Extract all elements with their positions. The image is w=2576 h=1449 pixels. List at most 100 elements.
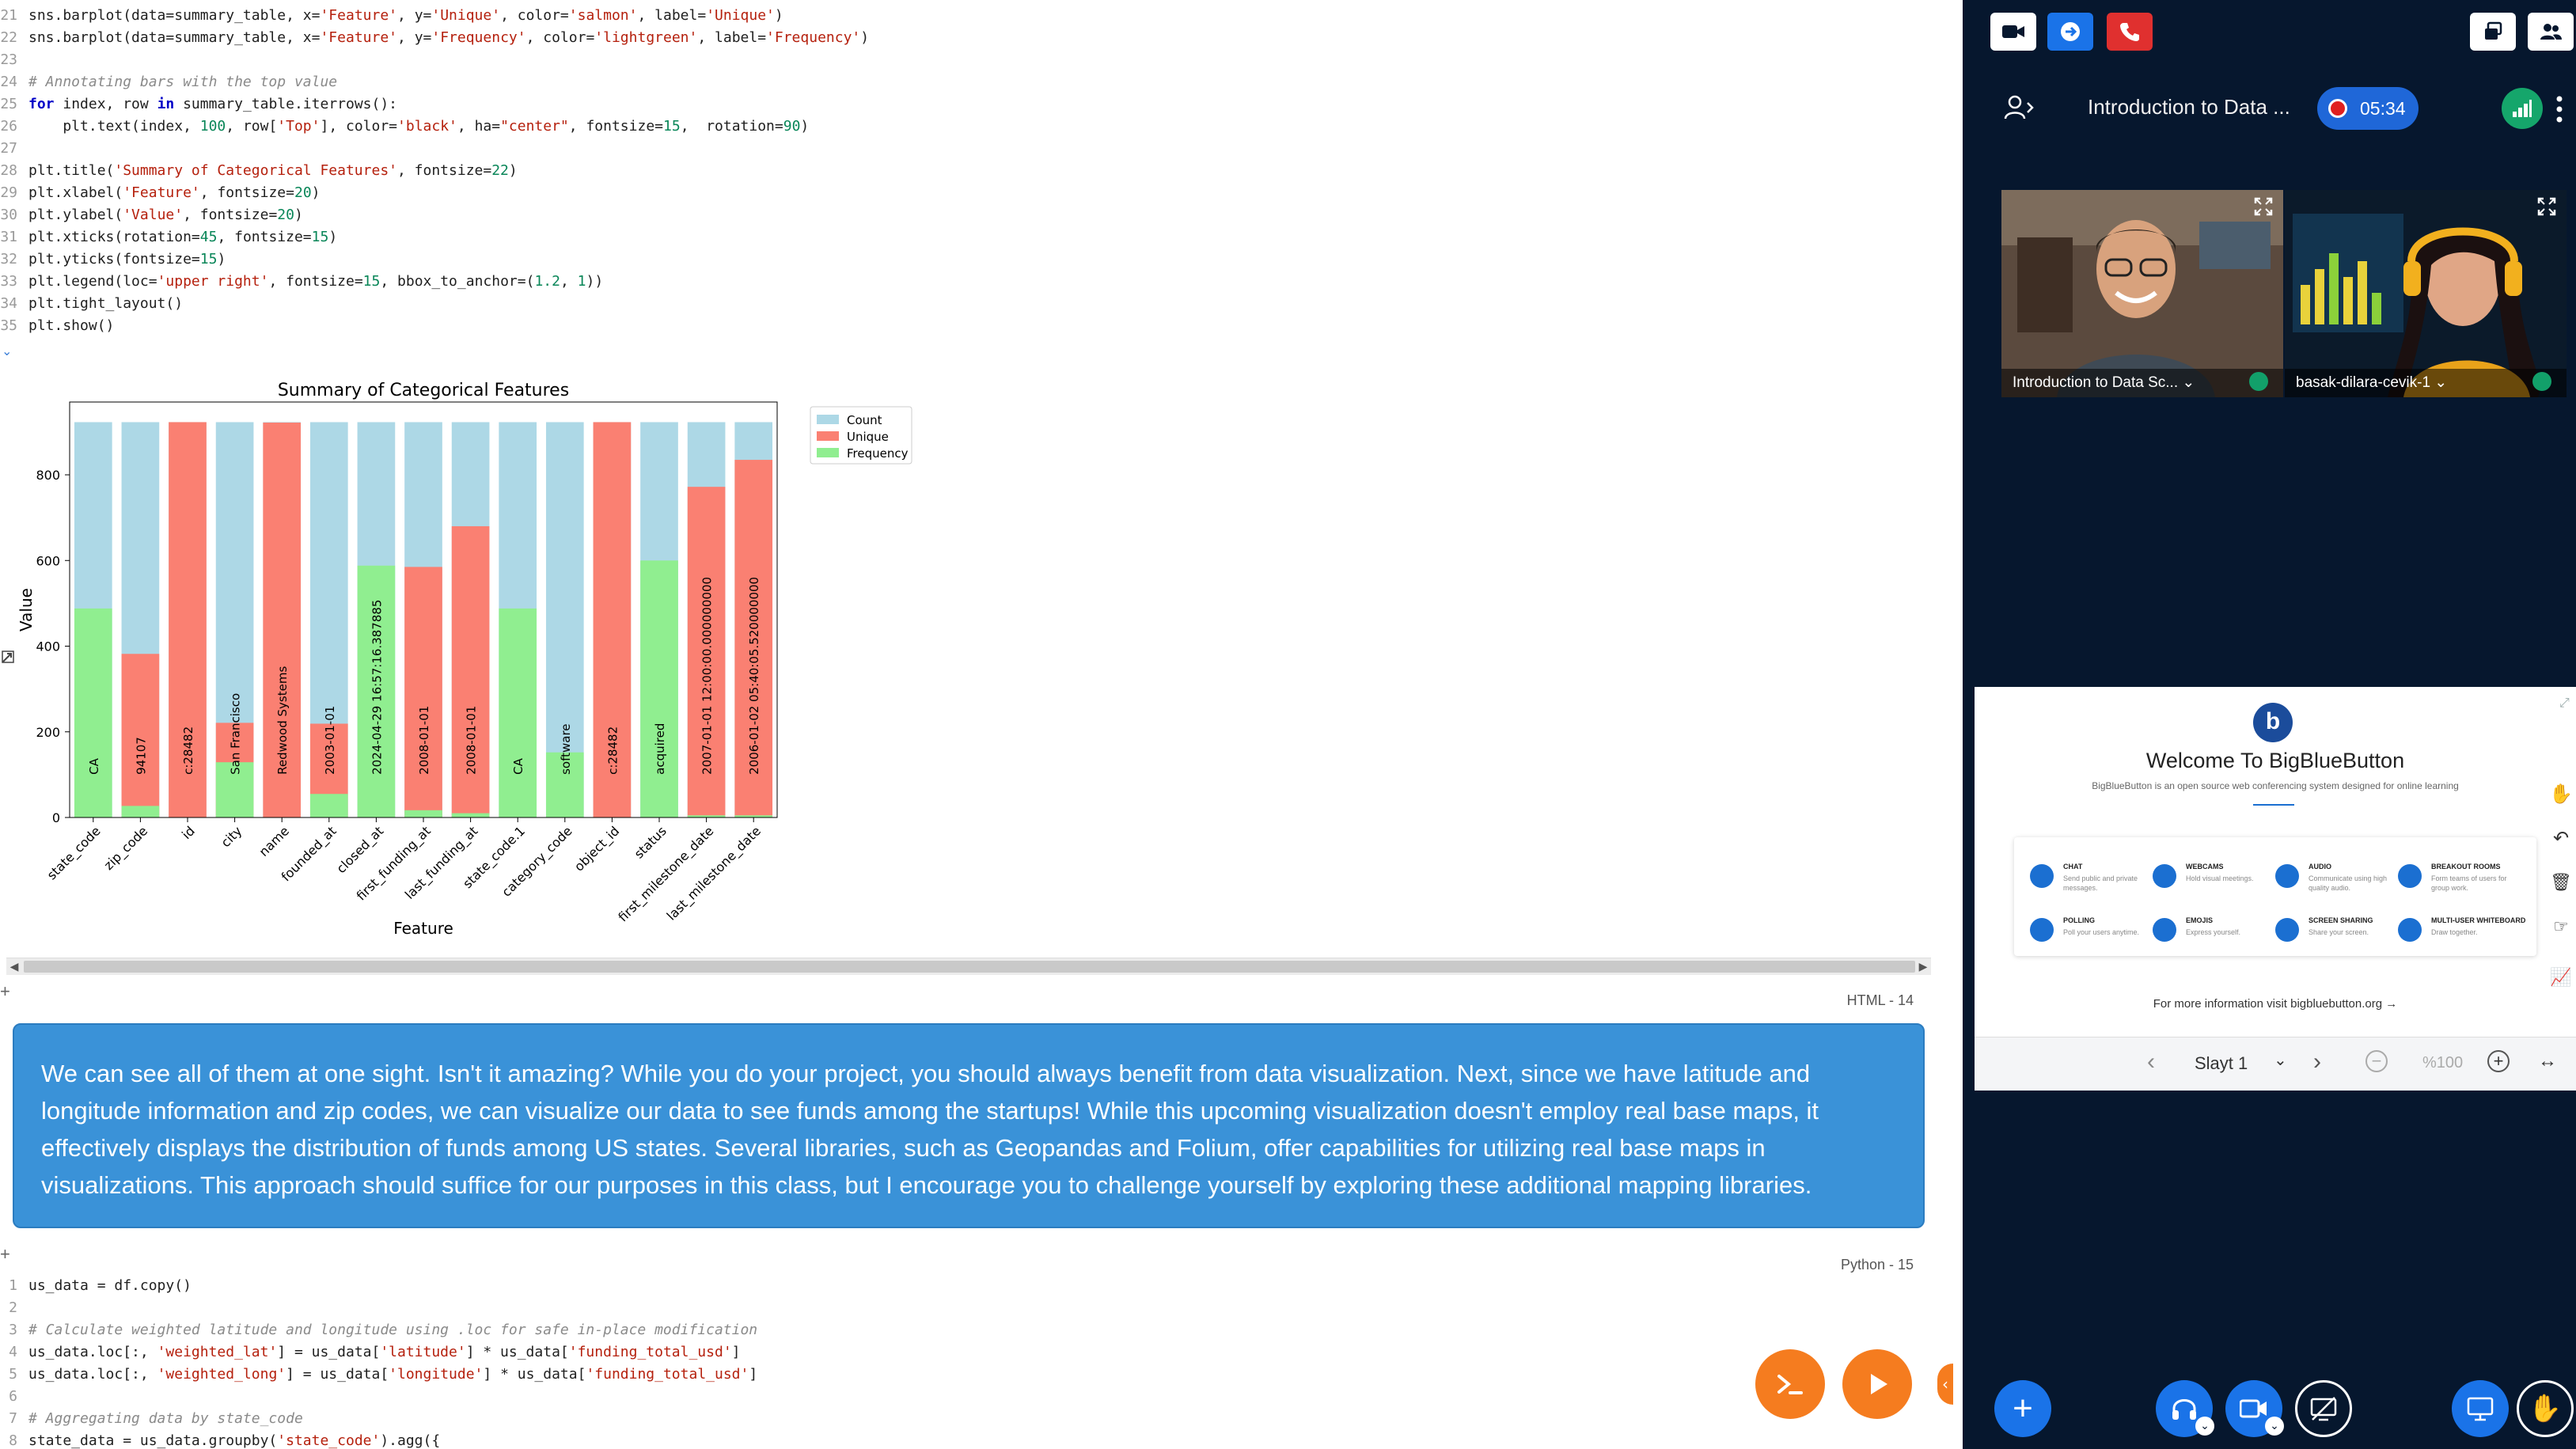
code-cell-bottom[interactable]: 1 us_data = df.copy() 2 3 # Calculate weight…: [0, 1275, 757, 1449]
chart-button[interactable]: 📈: [2547, 962, 2575, 992]
more-options-icon[interactable]: [2555, 95, 2564, 123]
code-line[interactable]: 27: [0, 138, 869, 160]
code-line[interactable]: 30 plt.ylabel('Value', fontsize=20): [0, 204, 869, 226]
audio-options-icon[interactable]: ⌄: [2195, 1417, 2214, 1436]
leave-call-button[interactable]: [2107, 13, 2153, 51]
chevron-down-icon[interactable]: ⌄: [2182, 374, 2195, 391]
y-tick-label: 800: [36, 468, 60, 483]
zoom-in-icon[interactable]: +: [2487, 1050, 2510, 1072]
code-line[interactable]: 1 us_data = df.copy(): [0, 1275, 757, 1297]
screen-share-button[interactable]: [2047, 13, 2093, 51]
scrollbar-thumb[interactable]: [24, 961, 1915, 973]
chevron-down-icon-2[interactable]: ⌄: [2434, 374, 2448, 391]
tile-label-2: basak-dilara-cevik-1 ⌄: [2285, 369, 2567, 397]
line-number: 24: [0, 74, 17, 90]
feature-desc: Communicate using high quality audio.: [2309, 874, 2388, 892]
code-line[interactable]: 35 plt.show(): [0, 315, 869, 337]
next-slide-icon[interactable]: ›: [2313, 1049, 2321, 1075]
code-line[interactable]: 6: [0, 1386, 757, 1408]
code-text: plt.legend(loc='upper right', fontsize=1…: [28, 273, 604, 290]
code-line[interactable]: 5 us_data.loc[:, 'weighted_long'] = us_da…: [0, 1364, 757, 1386]
legend-label: Unique: [847, 430, 889, 444]
feature-icon: [2398, 864, 2422, 888]
code-cell-top[interactable]: 21 sns.barplot(data=summary_table, x='Fea…: [0, 5, 869, 337]
feature-desc: Form teams of users for group work.: [2431, 874, 2507, 892]
markdown-cell-message[interactable]: We can see all of them at one sight. Isn…: [13, 1023, 1925, 1228]
code-line[interactable]: 31 plt.xticks(rotation=45, fontsize=15): [0, 226, 869, 248]
delete-button[interactable]: 🗑: [2547, 867, 2575, 897]
recording-timer[interactable]: 05:34: [2317, 87, 2419, 130]
code-line[interactable]: 29 plt.xlabel('Feature', fontsize=20): [0, 182, 869, 204]
tile-label: Introduction to Data Sc... ⌄: [2001, 369, 2283, 397]
actions-button[interactable]: +: [1994, 1380, 2051, 1437]
code-line[interactable]: 32 plt.yticks(fontsize=15): [0, 248, 869, 271]
feature-item: CHAT Send public and private messages.: [2030, 861, 2164, 908]
code-line[interactable]: 8 state_data = us_data.groupby('state_cod…: [0, 1430, 757, 1449]
participants-button[interactable]: [2528, 13, 2574, 51]
code-line[interactable]: 7 # Aggregating data by state_code: [0, 1408, 757, 1430]
feature-title: MULTI-USER WHITEBOARD: [2431, 916, 2526, 924]
video-tile-presenter[interactable]: Introduction to Data Sc... ⌄: [2001, 190, 2283, 397]
presenter-avatar: [2001, 190, 2283, 397]
video-tile-participant[interactable]: basak-dilara-cevik-1 ⌄: [2285, 190, 2567, 397]
raise-hand-button[interactable]: ✋: [2517, 1380, 2574, 1437]
presentation-toggle-button[interactable]: [2452, 1380, 2509, 1437]
zoom-level: %100: [2422, 1054, 2464, 1072]
users-icon: [2540, 24, 2562, 40]
scroll-left-icon[interactable]: ◀: [9, 961, 19, 973]
bar-annotation: CA: [511, 757, 525, 774]
code-line[interactable]: 25 for index, row in summary_table.iterro…: [0, 93, 869, 116]
output-horizontal-scrollbar[interactable]: ◀ ▶: [6, 958, 1931, 975]
minimize-presentation-icon[interactable]: ⤢: [2559, 696, 2570, 710]
connection-status-button[interactable]: [2502, 88, 2543, 129]
code-line[interactable]: 23: [0, 49, 869, 71]
feature-desc: Send public and private messages.: [2063, 874, 2138, 892]
terminal-button[interactable]: [1755, 1349, 1825, 1419]
hand-tool-button[interactable]: ✋: [2547, 779, 2575, 809]
share-screen-button[interactable]: [2295, 1380, 2352, 1437]
collapse-panel-button[interactable]: ‹: [1937, 1364, 1953, 1405]
video-options-icon[interactable]: ⌄: [2265, 1417, 2284, 1436]
code-text: plt.title('Summary of Categorical Featur…: [28, 162, 518, 179]
code-line[interactable]: 21 sns.barplot(data=summary_table, x='Fea…: [0, 5, 869, 27]
line-number: 3: [9, 1322, 17, 1338]
zoom-out-icon[interactable]: −: [2365, 1050, 2388, 1072]
scroll-right-icon[interactable]: ▶: [1918, 961, 1928, 973]
timer-value: 05:34: [2360, 97, 2406, 119]
collapse-output-icon[interactable]: ⌄: [2, 343, 13, 358]
slide-select[interactable]: Slayt 1: [2195, 1053, 2248, 1073]
code-line[interactable]: 24 # Annotating bars with the top value: [0, 71, 869, 93]
code-line[interactable]: 34 plt.tight_layout(): [0, 293, 869, 315]
undo-button[interactable]: ↶: [2547, 823, 2575, 853]
code-line[interactable]: 33 plt.legend(loc='upper right', fontsize…: [0, 271, 869, 293]
fullscreen-icon-2[interactable]: [2536, 196, 2557, 217]
code-line[interactable]: 28 plt.title('Summary of Categorical Feat…: [0, 160, 869, 182]
add-cell-icon-2[interactable]: +: [0, 1244, 10, 1264]
feature-item: AUDIO Communicate using high quality audi…: [2275, 861, 2410, 908]
video-button[interactable]: [2225, 1380, 2282, 1437]
slide-chevron-icon[interactable]: ⌄: [2274, 1052, 2287, 1069]
fullscreen-icon[interactable]: [2253, 196, 2274, 217]
add-cell-icon[interactable]: +: [0, 981, 10, 1001]
user-arrow-icon: [2004, 95, 2034, 119]
run-button[interactable]: [1842, 1349, 1912, 1419]
line-number: 21: [0, 7, 17, 24]
prev-slide-icon[interactable]: ‹: [2147, 1049, 2155, 1075]
presentation-area[interactable]: b Welcome To BigBlueButton BigBlueButton…: [1975, 687, 2576, 1091]
code-line[interactable]: 4 us_data.loc[:, 'weighted_lat'] = us_dat…: [0, 1341, 757, 1364]
fit-width-icon[interactable]: ↔: [2538, 1050, 2557, 1072]
bar-frequency: [734, 815, 773, 817]
open-output-icon[interactable]: [0, 649, 16, 665]
code-line[interactable]: 26 plt.text(index, 100, row['Top'], colo…: [0, 116, 869, 138]
camera-toggle-button[interactable]: [1990, 13, 2036, 51]
user-list-toggle[interactable]: [2004, 93, 2035, 122]
bar-frequency: [121, 806, 160, 817]
code-line[interactable]: 3 # Calculate weighted latitude and longi…: [0, 1319, 757, 1341]
bar-annotation: 94107: [134, 737, 148, 775]
signal-bars-icon: [2513, 100, 2532, 117]
code-line[interactable]: 22 sns.barplot(data=summary_table, x='Fea…: [0, 27, 869, 49]
layout-button[interactable]: [2470, 13, 2516, 51]
code-line[interactable]: 2: [0, 1297, 757, 1319]
bar-annotation: Redwood Systems: [275, 666, 290, 775]
multi-user-button[interactable]: ☞: [2547, 912, 2575, 942]
